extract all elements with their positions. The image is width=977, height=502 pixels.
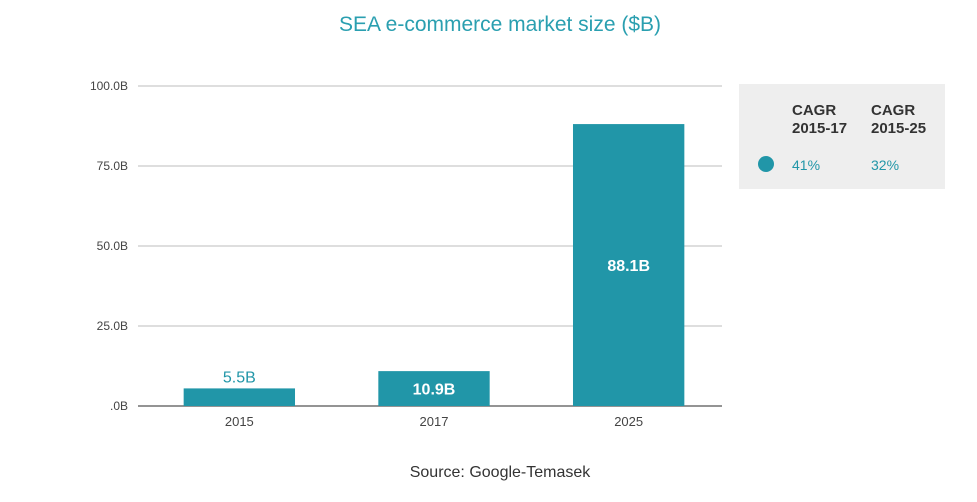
cagr-2015-17-header: CAGR 2015-17 <box>792 102 848 137</box>
source-note: Source: Google-Temasek <box>409 464 591 481</box>
cagr-2015-17-value: 41% <box>792 157 821 173</box>
bars: 5.5B 10.9B 88.1B <box>183 124 685 406</box>
series-marker-icon <box>758 156 774 172</box>
cagr-2015-25-value: 32% <box>871 157 900 173</box>
y-tick-label: .0B <box>110 399 128 413</box>
x-tick-label: 2015 <box>225 414 254 429</box>
bar-2017 <box>378 371 490 406</box>
y-tick-label: 100.0B <box>90 79 128 93</box>
bar-2025 <box>572 124 685 406</box>
x-tick-labels: 2015 2017 2025 <box>225 414 643 429</box>
bar-2015 <box>183 388 296 406</box>
y-tick-label: 25.0B <box>97 319 128 333</box>
y-tick-labels: .0B 25.0B 50.0B 75.0B 100.0B <box>90 79 128 413</box>
y-tick-label: 75.0B <box>97 159 128 173</box>
data-label: 10.9B <box>413 382 456 399</box>
y-tick-label: 50.0B <box>97 239 128 253</box>
data-label: 5.5B <box>223 369 256 386</box>
x-tick-label: 2017 <box>420 414 449 429</box>
chart-title: SEA e-commerce market size ($B) <box>338 13 662 36</box>
cagr-legend: CAGR 2015-17 CAGR 2015-25 41% 32% <box>739 84 945 189</box>
x-tick-label: 2025 <box>614 414 643 429</box>
cagr-2015-25-header: CAGR 2015-25 <box>871 102 927 137</box>
data-label: 88.1B <box>607 258 650 275</box>
